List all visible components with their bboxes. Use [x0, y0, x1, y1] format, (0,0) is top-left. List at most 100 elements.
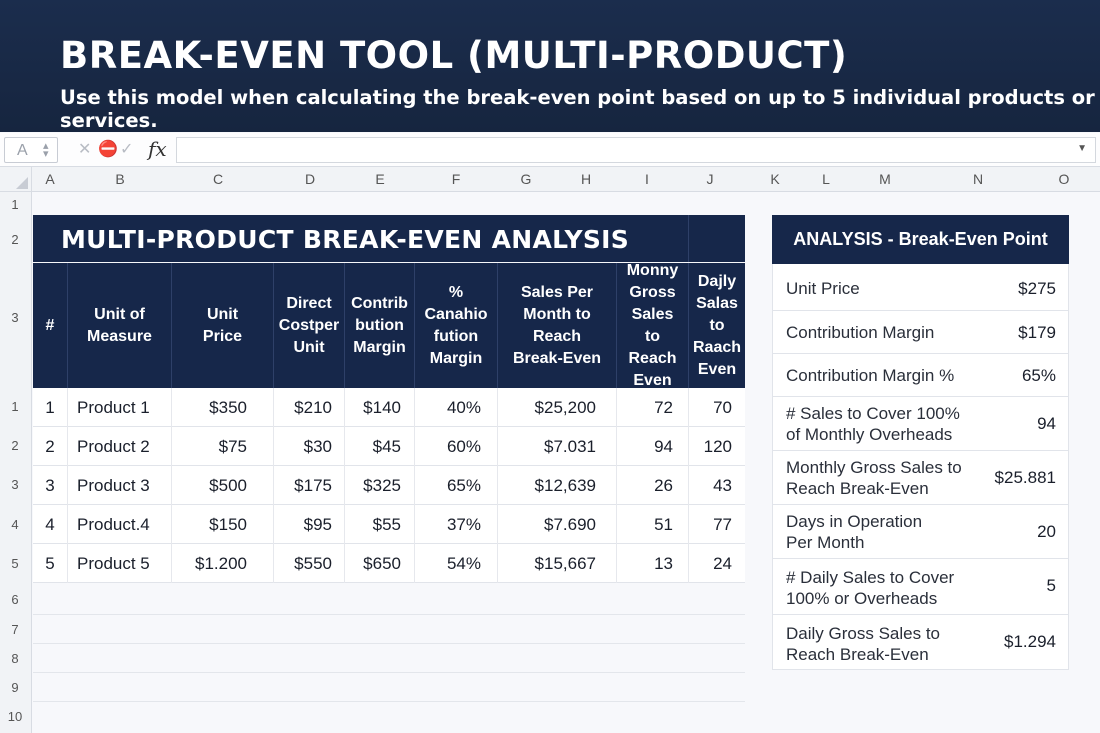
cell-index[interactable]: 3 — [33, 466, 68, 505]
header-contribution-margin-pct[interactable]: % Canahio fution Margin — [415, 263, 498, 388]
analysis-row-contribution-margin[interactable]: Contribution Margin $179 — [772, 311, 1069, 354]
cell-sales-per-month[interactable]: $12,639 — [498, 466, 617, 505]
column-header-l[interactable]: L — [822, 171, 830, 187]
cell-sales-per-month[interactable]: $15,667 — [498, 544, 617, 583]
header-sales-per-month[interactable]: Sales Per Month to Reach Break-Even — [498, 263, 617, 388]
cell-unit[interactable]: Product 1 — [68, 388, 172, 427]
analysis-row-sales-to-cover[interactable]: # Sales to Cover 100% of Monthly Overhea… — [772, 397, 1069, 451]
cell-margin-pct[interactable]: 54% — [415, 544, 498, 583]
header-daily-sales[interactable]: Dajly Salas to Raach Even — [693, 272, 742, 378]
cell-unit[interactable]: Product 5 — [68, 544, 172, 583]
analysis-panel: ANALYSIS - Break-Even Point Unit Price $… — [772, 215, 1069, 670]
cell-unit[interactable]: Product 2 — [68, 427, 172, 466]
cell-contribution-margin[interactable]: $325 — [345, 466, 415, 505]
header-monthly-gross-sales[interactable]: Monny Gross Sales to Reach Even — [617, 262, 689, 389]
column-header-j[interactable]: J — [706, 171, 714, 187]
column-header-d[interactable]: D — [304, 171, 316, 187]
header-index[interactable]: # — [33, 263, 68, 388]
cell-contribution-margin[interactable]: $140 — [345, 388, 415, 427]
cell-direct-cost[interactable]: $30 — [274, 427, 345, 466]
analysis-row-daily-gross[interactable]: Daily Gross Sales to Reach Break-Even $1… — [772, 615, 1069, 670]
column-header-m[interactable]: M — [879, 171, 891, 187]
column-header-e[interactable]: E — [375, 171, 385, 187]
analysis-row-daily-sales[interactable]: # Daily Sales to Cover 100% or Overheads… — [772, 559, 1069, 615]
cell-monthly-gross[interactable]: 13 — [617, 544, 689, 583]
header-unit-of-measure[interactable]: Unit of Measure — [68, 263, 172, 388]
row-header-item[interactable]: 8 — [11, 651, 19, 666]
row-header-item[interactable]: 3 — [11, 477, 19, 492]
cell-monthly-gross[interactable]: 26 — [617, 466, 689, 505]
row-header-item[interactable]: 9 — [11, 680, 19, 695]
column-header-k[interactable]: K — [770, 171, 780, 187]
cell-unit-price[interactable]: $500 — [172, 466, 274, 505]
cell-contribution-margin[interactable]: $45 — [345, 427, 415, 466]
analysis-row-contribution-margin-pct[interactable]: Contribution Margin % 65% — [772, 354, 1069, 397]
cell-direct-cost[interactable]: $175 — [274, 466, 345, 505]
cancel-icon[interactable]: ✕ — [78, 141, 92, 158]
select-all-corner[interactable] — [0, 167, 32, 192]
row-header-item[interactable]: 3 — [11, 310, 19, 325]
cell-direct-cost[interactable]: $95 — [274, 505, 345, 544]
cell-daily-sales[interactable]: 120 — [703, 437, 732, 456]
header-direct-cost[interactable]: Direct Costper Unit — [274, 263, 345, 388]
cell-daily-sales[interactable]: 77 — [713, 515, 732, 534]
column-header-g[interactable]: G — [520, 171, 532, 187]
cell-index[interactable]: 5 — [33, 544, 68, 583]
cell-direct-cost[interactable]: $210 — [274, 388, 345, 427]
cell-unit-price[interactable]: $75 — [172, 427, 274, 466]
row-header-item[interactable]: 1 — [11, 399, 19, 414]
cell-unit-price[interactable]: $1.200 — [172, 544, 274, 583]
cell-unit[interactable]: Product.4 — [68, 505, 172, 544]
header-contribution-margin[interactable]: Contrib bution Margin — [345, 263, 415, 388]
cell-daily-sales[interactable]: 70 — [713, 398, 732, 417]
column-header-n[interactable]: N — [972, 171, 984, 187]
row-header-item[interactable]: 4 — [11, 517, 19, 532]
cell-index[interactable]: 2 — [33, 427, 68, 466]
column-header-i[interactable]: I — [645, 171, 649, 187]
column-header-b[interactable]: B — [115, 171, 125, 187]
row-header-item[interactable]: 2 — [11, 438, 19, 453]
header-unit-price[interactable]: Unit Price — [172, 263, 274, 388]
cell-margin-pct[interactable]: 40% — [415, 388, 498, 427]
stop-icon[interactable]: ⛔ — [98, 141, 118, 158]
row-header-item[interactable]: 2 — [11, 232, 19, 247]
cell-daily-sales[interactable]: 24 — [713, 554, 732, 573]
column-header-f[interactable]: F — [451, 171, 461, 187]
cell-margin-pct[interactable]: 60% — [415, 427, 498, 466]
cell-unit-price[interactable]: $350 — [172, 388, 274, 427]
cell-monthly-gross[interactable]: 94 — [617, 427, 689, 466]
cell-index[interactable]: 1 — [33, 388, 68, 427]
cell-sales-per-month[interactable]: $25,200 — [498, 388, 617, 427]
cell-unit-price[interactable]: $150 — [172, 505, 274, 544]
row-header-item[interactable]: 10 — [7, 709, 23, 724]
cell-index[interactable]: 4 — [33, 505, 68, 544]
column-header-c[interactable]: C — [212, 171, 224, 187]
name-box[interactable]: A ▴ ▾ — [4, 137, 58, 163]
cell-monthly-gross[interactable]: 72 — [617, 388, 689, 427]
cell-sales-per-month[interactable]: $7.690 — [498, 505, 617, 544]
analysis-row-monthly-gross[interactable]: Monthly Gross Sales to Reach Break-Even … — [772, 451, 1069, 505]
fx-icon[interactable]: fx — [148, 137, 167, 161]
column-header-h[interactable]: H — [580, 171, 592, 187]
analysis-row-days-in-operation[interactable]: Days in Operation Per Month 20 — [772, 505, 1069, 559]
cell-margin-pct[interactable]: 37% — [415, 505, 498, 544]
row-header-item[interactable]: 5 — [11, 556, 19, 571]
cell-daily-sales[interactable]: 43 — [713, 476, 732, 495]
cell-sales-per-month[interactable]: $7.031 — [498, 427, 617, 466]
column-header-a[interactable]: A — [45, 171, 55, 187]
row-header-item[interactable]: 1 — [11, 197, 19, 212]
formula-input[interactable]: ▼ — [176, 137, 1096, 163]
chevron-down-icon[interactable]: ▼ — [1077, 143, 1087, 154]
column-header-o[interactable]: O — [1058, 171, 1070, 187]
cell-margin-pct[interactable]: 65% — [415, 466, 498, 505]
cell-direct-cost[interactable]: $550 — [274, 544, 345, 583]
row-header-item[interactable]: 6 — [11, 592, 19, 607]
confirm-icon[interactable]: ✓ — [120, 141, 134, 158]
cell-contribution-margin[interactable]: $650 — [345, 544, 415, 583]
row-header-item[interactable]: 7 — [11, 622, 19, 637]
cell-unit[interactable]: Product 3 — [68, 466, 172, 505]
cell-contribution-margin[interactable]: $55 — [345, 505, 415, 544]
analysis-row-unit-price[interactable]: Unit Price $275 — [772, 264, 1069, 311]
analysis-label: Contribution Margin — [786, 323, 935, 342]
cell-monthly-gross[interactable]: 51 — [617, 505, 689, 544]
